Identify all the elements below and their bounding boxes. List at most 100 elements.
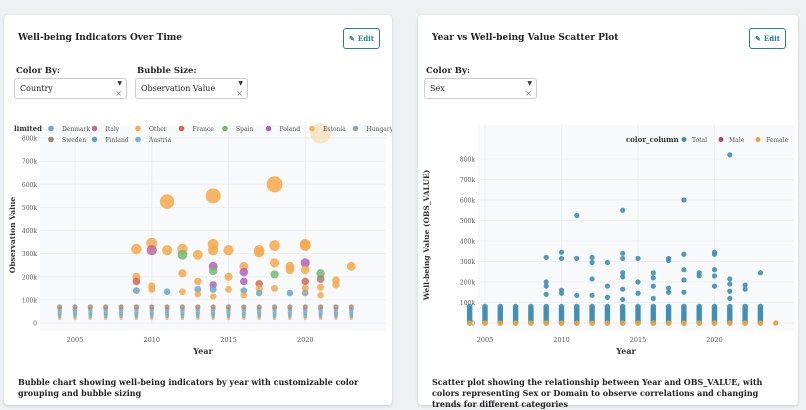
data-point [194,277,202,286]
bubble-chart[interactable]: 0 100k 200k 300k 400k 500k 600k 700k 800k 2005 201… [4,115,392,370]
y-tick-label: 300k [460,259,475,266]
legend-marker [178,125,185,132]
data-point [301,284,309,292]
data-point-female [727,320,733,326]
data-point [225,286,232,293]
legend-item: Finland [106,137,129,144]
data-point [635,279,641,285]
clear-icon[interactable]: × [525,89,532,98]
data-point-female [482,320,488,326]
legend-marker [222,125,228,132]
legend-marker [309,125,315,132]
x-tick-label: 2020 [706,336,723,344]
pencil-icon: ✎ [349,34,355,43]
data-point [210,304,216,310]
edit-button[interactable]: ✎ Edit [749,28,786,49]
legend-marker [91,136,98,143]
color-by-select[interactable]: Sex ▼ × [424,78,537,99]
legend-item: Female [766,137,789,144]
data-point [727,295,733,301]
data-point [650,295,656,301]
data-point [299,240,311,251]
data-point [177,249,188,260]
data-point [666,285,672,291]
data-point [192,249,203,260]
clear-icon[interactable]: × [236,89,243,98]
legend-marker [135,125,141,132]
data-point [256,304,262,310]
data-point [558,303,565,310]
data-point [727,152,733,158]
data-point [543,283,549,289]
edit-label: Edit [357,34,374,43]
data-point [620,250,626,256]
data-point-female [757,320,763,326]
data-point [711,283,718,289]
data-point-female [513,320,519,326]
data-point [727,281,733,287]
data-point-female [467,320,473,326]
legend-item: Sweden [62,137,86,144]
y-tick-label: 100k [460,300,475,307]
data-point [164,304,170,310]
data-point [178,269,187,278]
data-point [301,289,309,297]
data-point [269,240,280,251]
y-tick-label: 800k [22,136,37,143]
clear-icon[interactable]: × [115,89,122,98]
y-axis-title: Well-being Value (OBS_VALUE) [422,170,431,302]
y-tick-label: 600k [460,198,475,205]
data-point [604,259,610,266]
data-point [650,283,656,289]
x-tick-label: 2015 [220,336,237,344]
data-point [271,284,279,292]
data-point [269,258,280,268]
data-point [558,290,565,296]
data-point [161,245,173,256]
bubble-size-select[interactable]: Observation Value ▼ × [135,78,248,99]
data-point [287,304,293,310]
data-point [316,269,325,278]
data-point [271,304,278,310]
data-point [558,255,565,262]
data-point [286,289,294,297]
legend-item: Male [729,137,745,144]
data-point [163,288,171,296]
y-axis-title: Observation Value [8,197,17,274]
dropdown-arrow-icon: ▼ [238,80,243,87]
y-tick-label: 400k [22,228,37,235]
y-tick-label: 200k [460,280,475,287]
legend-item: Denmark [62,126,90,133]
data-point [132,277,141,286]
data-point-female [528,320,534,326]
data-point [528,303,534,310]
data-point [727,276,733,282]
bubble-size-label: Bubble Size: [137,66,197,76]
color-by-select[interactable]: Country ▼ × [14,78,127,99]
scatter-chart[interactable]: 0 100k 200k 300k 400k 500k 600k 700k 800k 2005 201… [418,115,798,370]
data-point [159,194,175,209]
data-point [681,277,687,283]
chart-caption: Bubble chart showing well-being indicato… [18,377,359,398]
y-tick-label: 500k [460,218,475,225]
data-point [241,304,247,310]
data-point [589,276,595,282]
data-point [727,288,733,294]
data-point [348,304,354,310]
legend-title: color_column [626,135,679,144]
data-point [681,267,687,273]
data-point [543,291,549,297]
data-point [195,304,201,310]
data-point [574,303,580,310]
data-point [240,287,248,295]
legend-title: limited [14,124,42,133]
data-point [240,292,248,299]
selected-value: Sex [430,84,445,93]
data-point [223,245,234,256]
data-point [179,304,186,310]
edit-button[interactable]: ✎ Edit [343,28,380,49]
data-point [681,303,687,310]
data-point [620,286,626,292]
legend-item: France [193,126,215,133]
data-point [574,255,580,262]
